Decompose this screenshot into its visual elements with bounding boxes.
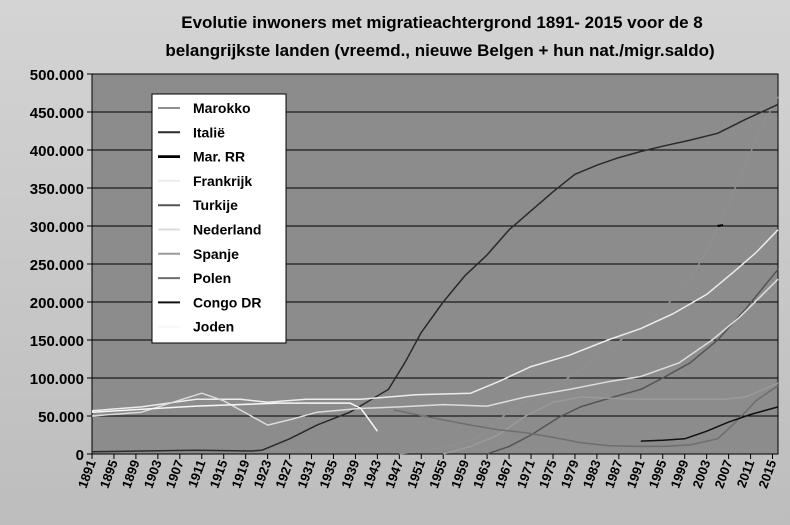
series-line [91,278,779,426]
y-tick-label: 450.000 [30,105,84,122]
legend-label: Joden [193,319,234,335]
legend-label: Italië [193,124,225,140]
legend: Marokko Italië Mar. RR Frankrijk Turkije Nede… [151,93,287,344]
series-line [91,103,779,453]
series-line [486,268,779,455]
series-line [443,382,779,455]
legend-label: Spanje [193,246,239,262]
series-line [91,229,779,412]
legend-label: Frankrijk [193,173,252,189]
y-tick-label: 250.000 [30,257,84,274]
series-line [91,402,379,432]
series-line [640,406,779,442]
legend-label: Turkije [193,197,238,213]
legend-label: Polen [193,270,231,286]
series-line [717,224,724,228]
y-tick-label: 350.000 [30,181,84,198]
legend-label: Mar. RR [193,149,245,165]
y-tick-label: 300.000 [30,219,84,236]
series-lines [91,96,779,455]
chart-title-line2: belangrijkste landen (vreemd., nieuwe Be… [165,41,714,60]
legend-label: Marokko [193,100,251,116]
y-tick-label: 200.000 [30,295,84,312]
series-line [399,96,779,455]
legend-label: Congo DR [193,294,261,310]
y-tick-label: 50.000 [38,409,84,426]
y-axis: 0 50.000 100.000 150.000 200.000 250.000 300.0… [30,67,92,464]
y-tick-label: 150.000 [30,333,84,350]
y-tick-label: 500.000 [30,67,84,84]
legend-label: Nederland [193,222,261,238]
y-tick-label: 0 [76,447,84,464]
chart-title-line1: Evolutie inwoners met migratieachtergron… [181,13,703,32]
y-tick-label: 400.000 [30,143,84,160]
series-line [393,384,779,448]
y-tick-label: 100.000 [30,371,84,388]
